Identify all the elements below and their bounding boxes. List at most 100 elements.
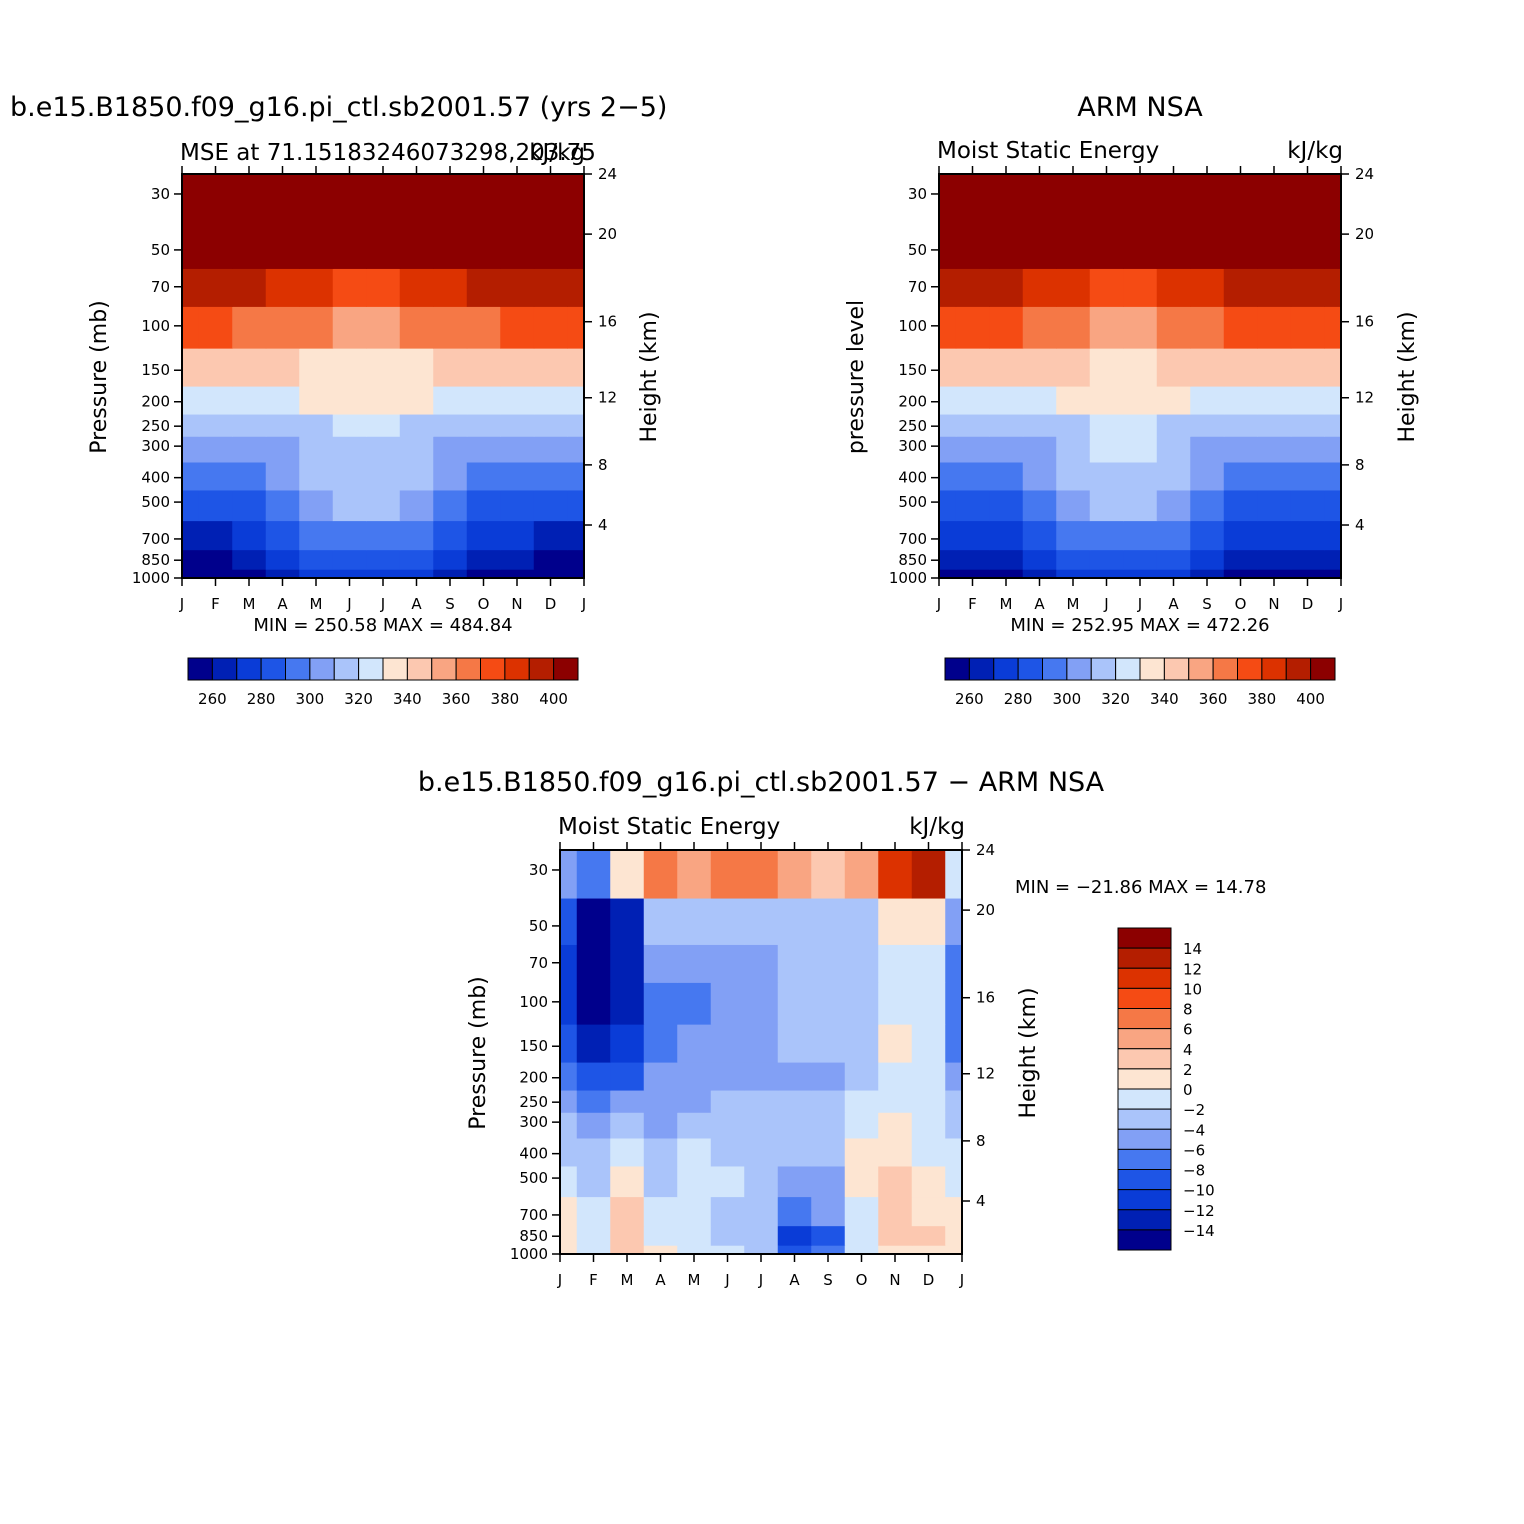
heatmap-cell: [500, 461, 535, 491]
heatmap-cell: [1156, 306, 1191, 349]
heatmap-cell: [643, 1165, 678, 1198]
y-right-tick-label: 24: [1355, 165, 1374, 183]
y-tick-label: 250: [519, 1093, 548, 1111]
heatmap-cell: [911, 1245, 946, 1255]
heatmap-cell: [533, 436, 568, 463]
heatmap-cell: [811, 1225, 846, 1246]
heatmap-cell: [1223, 549, 1258, 570]
heatmap-cell: [610, 850, 645, 899]
heatmap-cell: [1324, 549, 1342, 570]
heatmap-cell: [744, 1089, 779, 1113]
heatmap-cell: [1123, 461, 1158, 491]
heatmap-cell: [911, 850, 946, 899]
heatmap-cell: [500, 569, 535, 579]
heatmap-cell: [232, 461, 267, 491]
heatmap-cell: [1056, 461, 1091, 491]
colorbar-swatch: [1117, 1148, 1172, 1171]
heatmap-cell: [1089, 306, 1124, 349]
heatmap-cell: [677, 1225, 712, 1246]
heatmap-cell: [989, 306, 1024, 349]
heatmap-cell: [878, 850, 913, 899]
colorbar-swatch: [1117, 927, 1172, 949]
heatmap-cell: [232, 174, 267, 223]
heatmap-cell: [182, 413, 200, 437]
heatmap-cell: [1290, 306, 1325, 349]
heatmap-cell: [1190, 413, 1225, 437]
heatmap-cell: [198, 520, 233, 551]
heatmap-cell: [232, 348, 267, 387]
heatmap-cell: [1290, 436, 1325, 463]
heatmap-cell: [1089, 221, 1124, 269]
heatmap-cell: [744, 982, 779, 1025]
heatmap-cell: [878, 1165, 913, 1198]
heatmap-cell: [332, 436, 367, 463]
heatmap-cell: [1056, 413, 1091, 437]
heatmap-cell: [533, 385, 568, 415]
y-tick-label: 50: [908, 241, 927, 259]
heatmap-cell: [560, 982, 578, 1025]
heatmap-cell: [500, 174, 535, 223]
y-right-tick-label: 16: [976, 989, 995, 1007]
y-right-tick-label: 4: [976, 1192, 986, 1210]
heatmap-cell: [466, 489, 501, 522]
heatmap-cell: [911, 1024, 946, 1063]
heatmap-cell: [1257, 174, 1292, 223]
heatmap-cell: [560, 1112, 578, 1139]
heatmap-cell: [643, 897, 678, 945]
colorbar-swatch: [1017, 657, 1044, 681]
heatmap-cell: [366, 306, 401, 349]
heatmap-cell: [945, 944, 963, 983]
heatmap-cell: [911, 1137, 946, 1167]
heatmap-cell: [1056, 268, 1091, 307]
heatmap-cell: [1056, 306, 1091, 349]
heatmap-cell: [265, 306, 300, 349]
colorbar-swatch: [553, 657, 579, 681]
heatmap-cell: [560, 1089, 578, 1113]
colorbar-label: 320: [344, 690, 373, 708]
heatmap-cell: [878, 1061, 913, 1091]
heatmap-cell: [811, 1196, 846, 1227]
heatmap-cell: [182, 520, 200, 551]
heatmap-cell: [989, 221, 1024, 269]
heatmap-cell: [911, 982, 946, 1025]
heatmap-cell: [1190, 174, 1225, 223]
heatmap-cell: [710, 1165, 745, 1198]
x-tick-label: F: [968, 595, 977, 613]
y-tick-label: 700: [898, 530, 927, 548]
heatmap-cell: [1056, 436, 1091, 463]
heatmap-cell: [1089, 268, 1124, 307]
colorbar-swatch: [504, 657, 530, 681]
panel2-ylabel-right: Height (km): [1395, 311, 1420, 442]
heatmap-cell: [500, 520, 535, 551]
heatmap-cell: [576, 1112, 611, 1139]
heatmap-cell: [610, 1165, 645, 1198]
heatmap-cell: [1324, 385, 1342, 415]
x-tick-label: J: [758, 1271, 763, 1289]
colorbar-swatch: [406, 657, 433, 681]
heatmap-cell: [744, 1061, 779, 1091]
heatmap-cell: [332, 489, 367, 522]
heatmap-cell: [399, 549, 434, 570]
heatmap-cell: [939, 520, 957, 551]
heatmap-cell: [945, 850, 963, 899]
heatmap-cell: [232, 268, 267, 307]
heatmap-cell: [939, 385, 957, 415]
heatmap-cell: [1290, 489, 1325, 522]
colorbar-label: 320: [1101, 690, 1130, 708]
heatmap-cell: [1022, 174, 1057, 223]
heatmap-cell: [466, 569, 501, 579]
panel3-colorbar: 14 12 10 8 6 4 2 0 −2 −4 −6 −8 −10 −12 −14: [1117, 927, 1215, 1251]
heatmap-cell: [1156, 569, 1191, 579]
colorbar-swatch: [1042, 657, 1068, 681]
heatmap-cell: [466, 461, 501, 491]
heatmap-cell: [533, 306, 568, 349]
heatmap-cell: [1123, 306, 1158, 349]
colorbar-swatch: [1261, 657, 1287, 681]
heatmap-cell: [911, 1089, 946, 1113]
panel3-minmax: MIN = −21.86 MAX = 14.78: [1015, 877, 1266, 898]
heatmap-cell: [567, 174, 585, 223]
colorbar-label: −4: [1183, 1121, 1205, 1139]
heatmap-cell: [500, 306, 535, 349]
heatmap-cell: [198, 461, 233, 491]
heatmap-cell: [265, 348, 300, 387]
